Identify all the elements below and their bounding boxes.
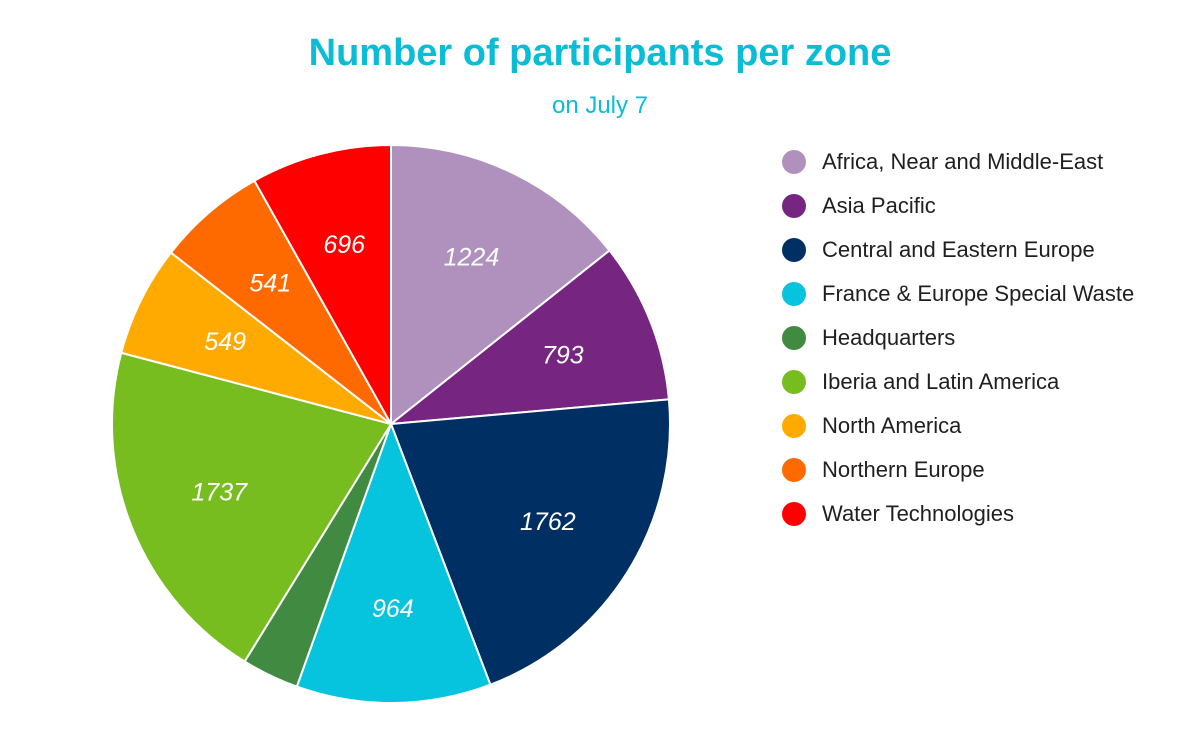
legend-label: Iberia and Latin America [822,369,1060,394]
pie-slice-north-america [120,251,392,425]
legend-item-france-and-europe-special-waste: France & Europe Special Waste [782,272,1134,316]
chart-title: Number of participants per zone [308,32,892,74]
pie-slice-central-and-eastern-europe [389,398,671,686]
legend-item-headquarters: Headquarters [782,316,1134,360]
legend-swatch-icon [782,326,806,350]
legend-item-central-and-eastern-europe: Central and Eastern Europe [782,228,1134,272]
legend-label: North America [822,413,962,438]
slice-label-north-america: 549 [204,328,246,356]
legend-swatch-icon [782,282,806,306]
pie-slice-france-and-europe-special-waste [295,421,492,704]
legend-label: Northern Europe [822,457,985,482]
legend-label: Water Technologies [822,501,1014,526]
pie-slice-iberia-and-latin-america [111,351,393,663]
legend-label: France & Europe Special Waste [822,281,1135,306]
slice-label-central-and-eastern-europe: 1762 [520,508,576,536]
legend-label: Headquarters [822,325,956,350]
legend-swatch-icon [782,194,806,218]
legend-swatch-icon [782,238,806,262]
slice-label-asia-pacific: 793 [542,341,584,369]
legend: Africa, Near and Middle-East Asia Pacific… [782,140,1134,536]
legend-item-water-technologies: Water Technologies [782,492,1134,536]
legend-item-iberia-and-latin-america: Iberia and Latin America [782,360,1134,404]
legend-swatch-icon [782,414,806,438]
legend-label: Central and Eastern Europe [822,237,1095,262]
legend-item-northern-europe: Northern Europe [782,448,1134,492]
chart-subtitle: on July 7 [551,92,649,119]
slice-label-iberia-and-latin-america: 1737 [191,479,248,507]
slice-label-northern-europe: 541 [250,270,292,298]
legend-label: Africa, Near and Middle-East [822,149,1104,174]
pie-slice-water-technologies [253,143,392,428]
legend-item-north-america: North America [782,404,1134,448]
pie-slice-africa-near-and-middle-east [390,143,611,427]
slice-label-africa-near-and-middle-east: 1224 [444,243,500,271]
legend-swatch-icon [782,502,806,526]
legend-swatch-icon [782,458,806,482]
legend-label: Asia Pacific [822,193,936,218]
legend-item-africa-near-and-middle-east: Africa, Near and Middle-East [782,140,1134,184]
slice-label-water-technologies: 696 [323,231,365,259]
pie-slice-asia-pacific [387,249,670,426]
pie-chart: 1224 793 1762 964 1737 549 541 696 [111,143,671,704]
legend-swatch-icon [782,370,806,394]
slice-label-france-and-europe-special-waste: 964 [372,595,414,623]
legend-swatch-icon [782,150,806,174]
legend-item-asia-pacific: Asia Pacific [782,184,1134,228]
